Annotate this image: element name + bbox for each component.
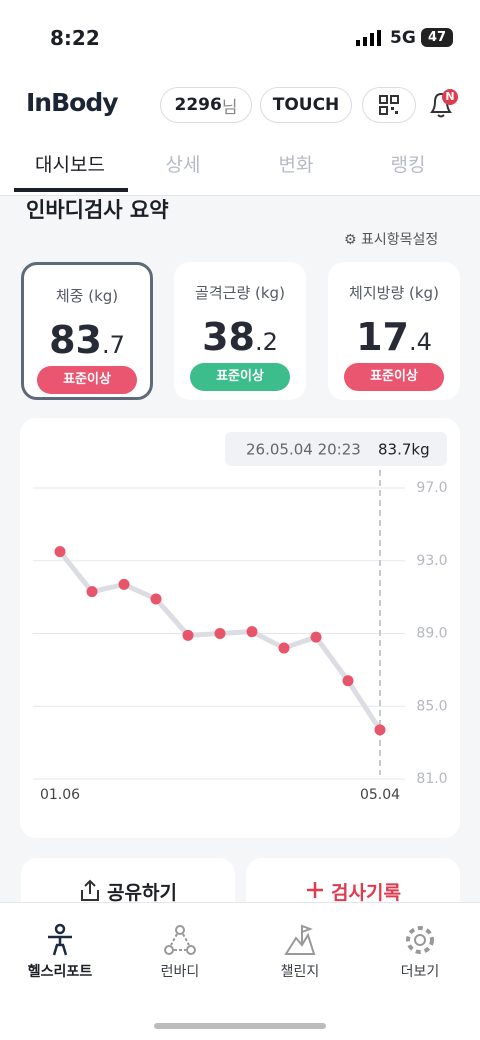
points: 2296 — [174, 95, 222, 115]
points-pill[interactable]: 2296 님 — [160, 87, 252, 123]
divider — [0, 195, 480, 196]
tooltip-date: 26.05.04 20:23 — [246, 441, 361, 459]
nav-label: 더보기 — [400, 964, 440, 980]
record-text: 검사기록 — [331, 882, 401, 904]
nav-icon — [406, 926, 434, 954]
status-badge: 표준이상 — [190, 363, 290, 391]
data-point — [246, 626, 258, 638]
data-point — [310, 631, 322, 643]
plus-icon — [307, 882, 324, 898]
x-tick-label: 01.06 — [40, 787, 80, 803]
qr-icon — [379, 95, 399, 115]
nav-item[interactable]: 런바디 — [120, 923, 240, 981]
chart: 26.05.04 20:23 83.7kg 81.0 85.0 89.0 93.0 97… — [20, 418, 460, 838]
status-badge: 표준이상 — [344, 363, 444, 391]
nav-item[interactable]: 챌린지 — [240, 923, 360, 981]
x-tick-label: 05.04 — [360, 787, 400, 803]
nav-label: 런바디 — [160, 964, 200, 980]
y-tick-label: 81.0 — [416, 771, 447, 787]
data-point — [150, 593, 162, 605]
value-dec: .4 — [408, 328, 432, 356]
data-point — [374, 724, 386, 736]
tooltip-value: 83.7kg — [378, 441, 430, 459]
card-label: 체중 (kg) — [55, 287, 119, 305]
data-point — [118, 578, 130, 590]
data-point — [182, 629, 194, 641]
value-int: 38 — [202, 315, 255, 359]
home-indicator — [154, 1023, 326, 1029]
tab-indicator — [14, 188, 128, 192]
tab[interactable]: 랭킹 — [390, 154, 426, 176]
tab[interactable]: 변화 — [278, 154, 314, 176]
value-int: 83 — [49, 318, 102, 362]
section-title: 인바디검사 요약 — [26, 198, 169, 222]
qr-button[interactable] — [362, 87, 416, 123]
network: 5G — [390, 28, 416, 48]
battery: 47 — [421, 28, 453, 47]
metric-card[interactable]: 골격근량 (kg) 38.2 표준이상 — [174, 262, 306, 400]
tab[interactable]: 상세 — [165, 154, 201, 176]
signal-icon — [356, 30, 381, 46]
logo[interactable]: InBody — [26, 88, 119, 117]
settings-link[interactable]: ⚙ 표시항목설정 — [344, 232, 439, 248]
touch-button[interactable]: TOUCH — [260, 87, 352, 123]
card-label: 골격근량 (kg) — [195, 284, 285, 302]
value-dec: .2 — [254, 328, 278, 356]
data-point — [278, 642, 290, 654]
points-suffix: 님 — [221, 97, 238, 118]
y-tick-label: 89.0 — [416, 626, 447, 642]
status-badge: 표준이상 — [37, 366, 137, 394]
nav-label: 헬스리포트 — [27, 964, 93, 980]
nav-icon — [48, 923, 72, 956]
card-label: 체지방량 (kg) — [349, 284, 439, 302]
bell-button[interactable] — [426, 88, 460, 122]
y-tick-label: 97.0 — [416, 480, 447, 496]
y-tick-label: 85.0 — [416, 698, 447, 714]
data-point — [54, 546, 66, 558]
card-value: 17.4 — [328, 315, 460, 359]
y-tick-label: 93.0 — [416, 553, 447, 569]
metric-card[interactable]: 체지방량 (kg) 17.4 표준이상 — [328, 262, 460, 400]
value-int: 17 — [356, 315, 409, 359]
notification-badge: N — [445, 90, 455, 103]
tooltip-box — [225, 432, 447, 466]
card-value: 38.2 — [174, 315, 306, 359]
nav-icon — [284, 924, 316, 955]
share-icon — [81, 879, 100, 901]
nav-label: 챌린지 — [280, 964, 320, 980]
data-line — [57, 549, 383, 733]
time: 8:22 — [50, 26, 100, 50]
metric-card[interactable]: 체중 (kg) 83.7 표준이상 — [21, 262, 153, 400]
share-text: 공유하기 — [107, 882, 177, 904]
data-point — [342, 675, 354, 687]
nav-item[interactable]: 더보기 — [360, 923, 480, 981]
data-point — [86, 586, 98, 598]
card-value: 83.7 — [24, 318, 150, 362]
nav-icon — [164, 925, 196, 955]
nav-item[interactable]: 헬스리포트 — [0, 923, 120, 981]
tab-active[interactable]: 대시보드 — [35, 154, 105, 176]
settings-text: 표시항목설정 — [361, 232, 439, 248]
value-dec: .7 — [101, 331, 125, 359]
bottom-nav: 헬스리포트 런바디 챌린지 더보기 — [0, 902, 480, 1040]
data-point — [214, 628, 226, 639]
